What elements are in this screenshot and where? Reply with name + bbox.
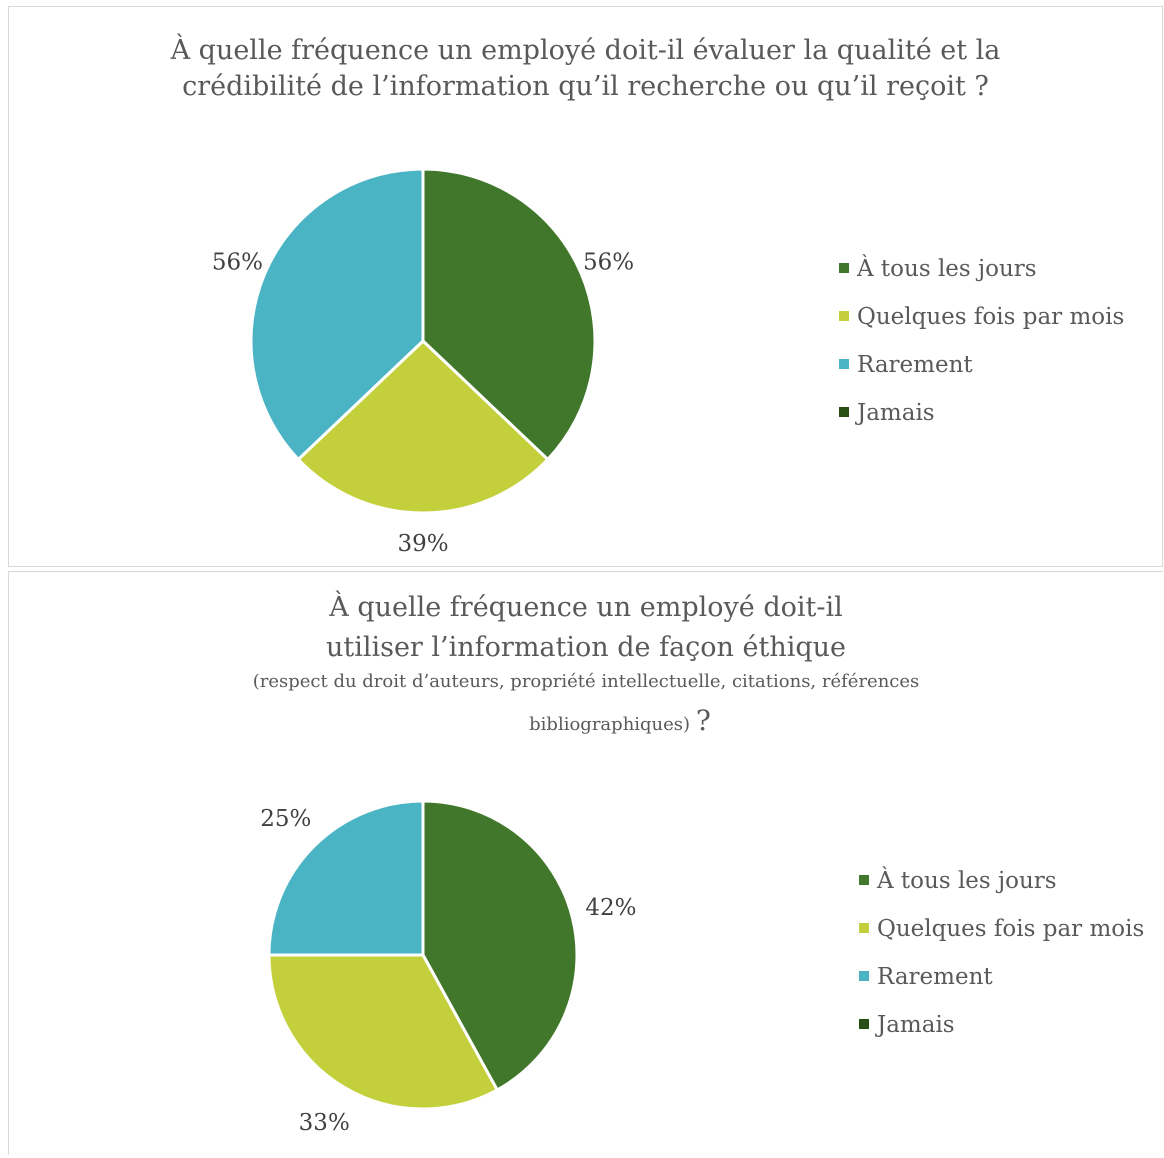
chart-1-legend-label-monthly: Quelques fois par mois: [857, 304, 1125, 330]
chart-1-slice-daily: [421, 167, 597, 462]
chart-1-legend-swatch-daily: [839, 263, 849, 273]
chart-1-legend-swatch-monthly: [839, 311, 849, 321]
chart-2-subtitle-line-1: (respect du droit d’auteurs, propriété i…: [252, 671, 920, 692]
chart-2-panel: À quelle fréquence un employé doit-il ut…: [8, 571, 1163, 1155]
chart-2-legend-swatch-never: [859, 1019, 869, 1029]
chart-1-legend-label-never: Jamais: [857, 400, 935, 426]
chart-2-legend-swatch-monthly: [859, 923, 869, 933]
chart-1-legend-swatch-rarely: [839, 359, 849, 369]
chart-1-slice-monthly: [296, 338, 550, 515]
chart-2-subtitle-line-2-wrap: bibliographiques) ?: [9, 707, 1164, 737]
chart-2-slice-monthly: [267, 953, 500, 1111]
chart-2-legend-swatch-daily: [859, 875, 869, 885]
chart-1-legend-item-monthly: Quelques fois par mois: [839, 303, 1124, 351]
chart-1-legend-label-rarely: Rarement: [857, 352, 973, 378]
chart-1-legend-item-rarely: Rarement: [839, 351, 1124, 399]
chart-2-legend-label-monthly: Quelques fois par mois: [877, 916, 1145, 942]
chart-2-data-label-monthly: 33%: [299, 1110, 350, 1136]
chart-1-legend-item-never: Jamais: [839, 399, 1124, 447]
chart-2-question-mark: ?: [695, 704, 711, 737]
chart-2-slice-daily: [421, 799, 579, 1092]
chart-2-title-line-2: utiliser l’information de façon éthique: [325, 632, 847, 663]
chart-1-data-label-monthly: 39%: [397, 531, 448, 557]
chart-1-legend-label-daily: À tous les jours: [857, 256, 1037, 282]
chart-1-legend: À tous les jours Quelques fois par mois …: [839, 255, 1124, 447]
chart-1-legend-item-daily: À tous les jours: [839, 255, 1124, 303]
chart-2-legend-label-daily: À tous les jours: [877, 868, 1057, 894]
chart-1-data-label-rarely: 56%: [212, 249, 263, 275]
chart-2-legend: À tous les jours Quelques fois par mois …: [859, 867, 1144, 1059]
chart-1-slice-rarely: [249, 167, 425, 462]
chart-1-data-label-daily: 56%: [583, 249, 634, 275]
chart-2-legend-label-rarely: Rarement: [877, 964, 993, 990]
chart-2-legend-label-never: Jamais: [877, 1012, 955, 1038]
chart-2-legend-item-rarely: Rarement: [859, 963, 1144, 1011]
chart-1-title-line-2: crédibilité de l’information qu’il reche…: [182, 71, 989, 102]
chart-2-title-line-1: À quelle fréquence un employé doit-il: [329, 592, 843, 623]
chart-2-pie: 42% 33% 25%: [260, 799, 636, 1136]
chart-2-legend-item-never: Jamais: [859, 1011, 1144, 1059]
chart-1-panel: À quelle fréquence un employé doit-il év…: [8, 6, 1163, 567]
chart-2-data-label-daily: 42%: [585, 895, 636, 921]
chart-2-legend-swatch-rarely: [859, 971, 869, 981]
chart-1-legend-swatch-never: [839, 407, 849, 417]
chart-2-slice-rarely: [267, 799, 425, 957]
chart-1-pie: 56% 39% 56%: [212, 167, 634, 557]
chart-2-legend-item-daily: À tous les jours: [859, 867, 1144, 915]
chart-2-data-label-rarely: 25%: [260, 806, 311, 832]
chart-2-subtitle-line-2: bibliographiques): [529, 714, 691, 735]
chart-2-legend-item-monthly: Quelques fois par mois: [859, 915, 1144, 963]
chart-1-title-line-1: À quelle fréquence un employé doit-il év…: [170, 35, 1001, 66]
